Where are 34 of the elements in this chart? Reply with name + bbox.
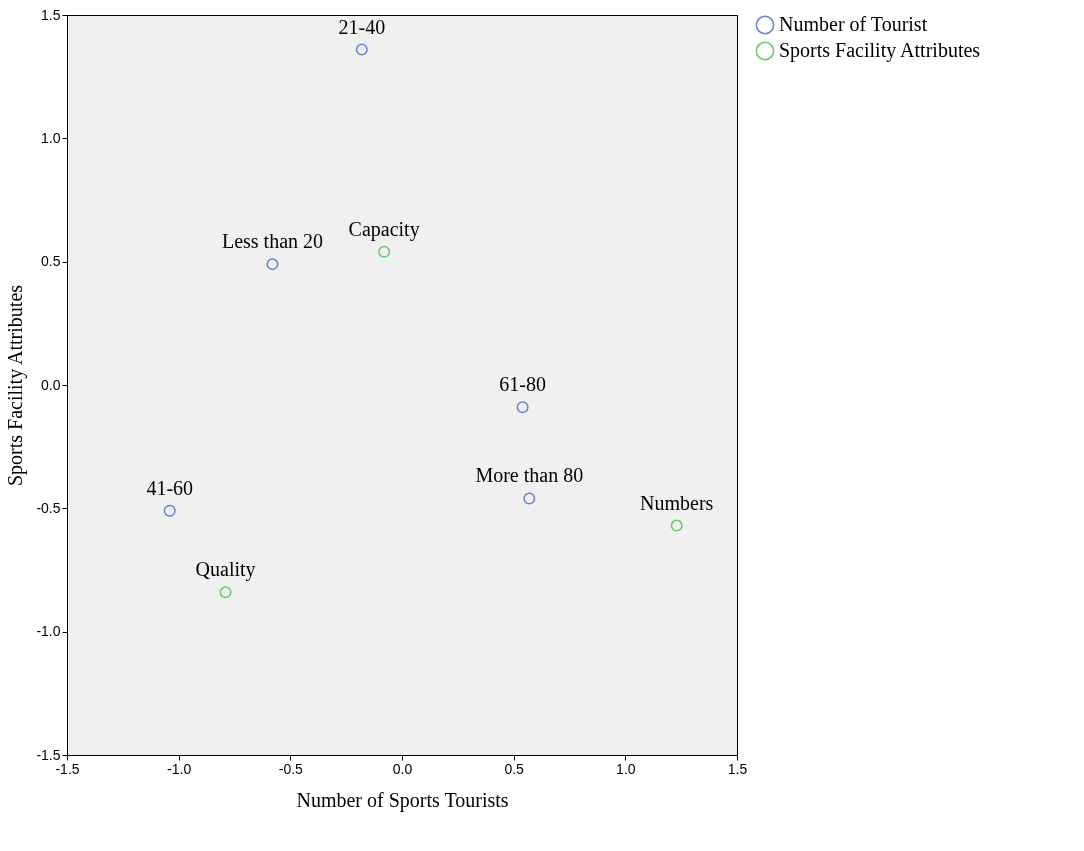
- x-tick-label: 0.5: [504, 760, 525, 777]
- annotation: 41-60: [146, 476, 194, 499]
- x-tick-label: -1.0: [167, 760, 192, 777]
- point: [516, 401, 529, 414]
- point: [163, 504, 176, 517]
- x-tick-label: -0.5: [278, 760, 304, 777]
- annotation: Capacity: [348, 217, 420, 241]
- x-axis-title: Number of Sports Tourists: [296, 788, 509, 812]
- annotation: More than 80: [475, 464, 584, 487]
- y-tick-label: 1.0: [41, 129, 61, 146]
- y-axis-title: Sports Facility Attributes: [4, 284, 28, 487]
- y-tick-label: -1.0: [36, 623, 61, 640]
- x-tick-label: 0.0: [392, 760, 413, 777]
- x-tick-label: -1.5: [55, 760, 80, 777]
- annotation: Less than 20: [221, 230, 324, 253]
- legend-label: Number of Tourist: [779, 13, 928, 35]
- point: [355, 43, 368, 56]
- point: [378, 245, 391, 258]
- annotation: Quality: [195, 558, 256, 582]
- x-tick-label: 1.0: [616, 760, 636, 777]
- x-tick-label: 1.5: [727, 760, 748, 777]
- y-tick-label: 0.0: [41, 376, 61, 393]
- annotation: 61-80: [499, 373, 546, 396]
- point: [670, 519, 683, 532]
- legend-label: Sports Facility Attributes: [779, 39, 981, 62]
- y-tick-label: -1.5: [36, 746, 61, 763]
- point: [219, 586, 232, 599]
- y-tick-label: 0.5: [41, 253, 61, 270]
- annotation: Numbers: [640, 491, 714, 514]
- point: [523, 492, 536, 505]
- y-tick-label: 1.5: [41, 6, 61, 23]
- y-tick-label: -0.5: [36, 499, 61, 516]
- point: [266, 258, 279, 271]
- annotation: 21-40: [338, 15, 386, 38]
